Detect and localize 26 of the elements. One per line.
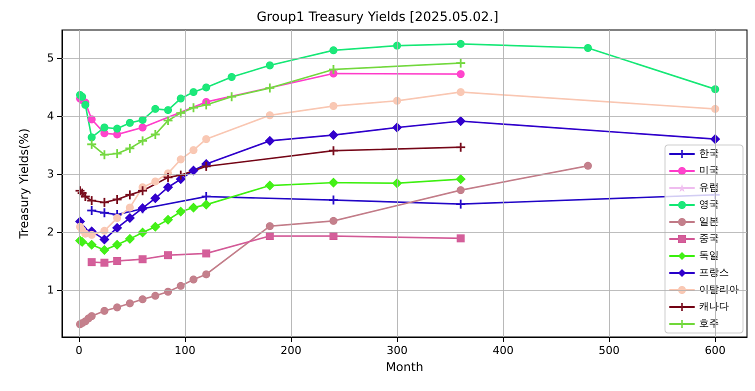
legend-label: 이탈리아 — [699, 284, 739, 296]
x-tick-label: 600 — [704, 344, 726, 357]
x-tick-label: 300 — [386, 344, 408, 357]
y-tick-label: 4 — [47, 109, 54, 122]
legend-label: 일본 — [699, 216, 719, 228]
x-tick-label: 100 — [174, 344, 196, 357]
x-tick-label: 400 — [492, 344, 514, 357]
x-axis-title: Month — [386, 360, 424, 374]
x-tick-label: 200 — [280, 344, 302, 357]
legend-label: 중국 — [699, 234, 719, 244]
legend-label: 호주 — [699, 318, 719, 330]
chart-title: Group1 Treasury Yields [2025.05.02.] — [256, 10, 498, 25]
y-tick-label: 3 — [47, 167, 54, 180]
y-tick-label: 1 — [47, 283, 54, 296]
y-tick-label: 5 — [47, 51, 54, 64]
legend-label: 한국 — [699, 148, 719, 160]
x-tick-label: 0 — [75, 344, 82, 357]
x-tick-label: 500 — [598, 344, 620, 357]
y-tick-label: 2 — [47, 225, 54, 238]
legend-label: 프랑스 — [699, 268, 729, 278]
legend-label: 유럽 — [699, 182, 719, 194]
legend-label: 캐나다 — [699, 302, 729, 312]
legend-label: 독일 — [699, 250, 719, 262]
legend-label: 영국 — [699, 200, 719, 210]
legend-label: 미국 — [699, 166, 719, 176]
y-axis-title: Treasury Yields(%) — [17, 128, 31, 240]
